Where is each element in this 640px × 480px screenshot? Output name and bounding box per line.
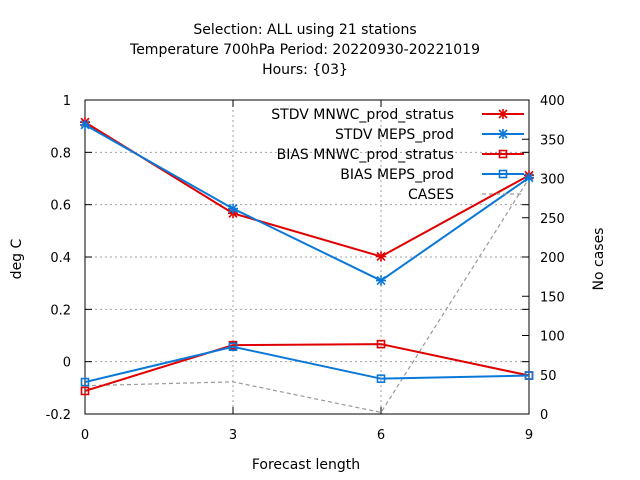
y-tick-label: 0 — [63, 356, 71, 371]
y2-tick-label: 100 — [540, 330, 565, 345]
series-line-bias-meps-prod — [84, 345, 530, 384]
y2-tick-label: 50 — [540, 369, 557, 384]
data-point-bias-mnwc-prod-stratus — [80, 386, 90, 396]
legend-label: BIAS MNWC_prod_stratus — [277, 147, 454, 163]
legend-marker — [498, 149, 508, 159]
y2-tick-label: 350 — [540, 133, 565, 148]
x-tick-label: 3 — [229, 428, 237, 443]
legend-label: CASES — [408, 187, 454, 203]
chart-title-line-3: Hours: {03} — [262, 62, 348, 78]
series-line-bias-mnwc-prod-stratus — [84, 343, 530, 392]
series-layer — [80, 117, 534, 414]
y2-tick-label: 150 — [540, 290, 565, 305]
y-axis-label: deg C — [9, 238, 25, 279]
legend: STDV MNWC_prod_stratus STDV MEPS_prod BIAS… — [271, 107, 524, 203]
series-stdv-meps-prod — [80, 119, 534, 286]
y2-tick-label: 0 — [540, 408, 548, 423]
x-tick-label: 9 — [525, 428, 533, 443]
x-tick-label: 0 — [81, 428, 89, 443]
legend-label: STDV MNWC_prod_stratus — [271, 107, 454, 123]
data-point-bias-meps-prod — [228, 342, 238, 352]
data-point-bias-meps-prod — [80, 377, 90, 387]
series-bias-meps-prod — [80, 342, 534, 387]
series-cases — [84, 178, 530, 414]
series-line-stdv-meps-prod — [84, 123, 530, 282]
legend-item-bias-meps-prod: BIAS MEPS_prod — [340, 167, 524, 183]
chart-title-line-2: Temperature 700hPa Period: 20220930-2022… — [129, 42, 480, 58]
series-line-cases — [84, 178, 530, 414]
y-tick-label: 1 — [63, 94, 71, 109]
series-line-stdv-mnwc-prod-stratus — [84, 121, 530, 258]
legend-item-bias-mnwc-prod-stratus: BIAS MNWC_prod_stratus — [277, 147, 524, 163]
legend-item-cases: CASES — [408, 187, 524, 203]
y-tick-label: 0.4 — [50, 251, 71, 266]
y-tick-label: 0.6 — [50, 199, 71, 214]
tick-labels: -0.2 0 0.2 0.4 0.6 0.8 1 0 50 100 150 200 250 300 350 4… — [46, 94, 565, 443]
chart-title-line-1: Selection: ALL using 21 stations — [193, 22, 416, 38]
data-point-bias-meps-prod — [376, 374, 386, 383]
x-tick-label: 6 — [377, 428, 385, 443]
data-point-bias-mnwc-prod-stratus — [376, 339, 386, 349]
y-tick-label: 0.8 — [50, 146, 71, 161]
y2-tick-label: 300 — [540, 173, 565, 188]
y2-tick-label: 250 — [540, 212, 565, 227]
y-tick-label: -0.2 — [46, 408, 71, 423]
y2-tick-label: 400 — [540, 94, 565, 109]
y-tick-label: 0.2 — [50, 303, 71, 318]
data-point-bias-meps-prod — [524, 371, 534, 380]
legend-label: STDV MEPS_prod — [335, 127, 454, 143]
legend-label: BIAS MEPS_prod — [340, 167, 454, 183]
legend-item-stdv-mnwc-prod-stratus: STDV MNWC_prod_stratus — [271, 107, 524, 123]
y2-axis-label: No cases — [591, 228, 607, 291]
x-axis-label: Forecast length — [252, 457, 360, 473]
y2-tick-label: 200 — [540, 251, 565, 266]
axes — [84, 99, 530, 415]
legend-item-stdv-meps-prod: STDV MEPS_prod — [335, 127, 524, 143]
series-stdv-mnwc-prod-stratus — [80, 117, 534, 262]
legend-marker — [498, 169, 508, 179]
